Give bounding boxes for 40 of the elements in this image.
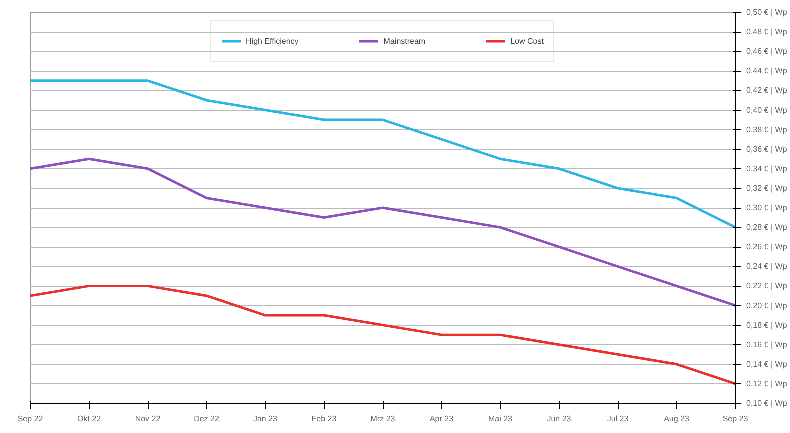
y-tick-label: 0,22 € | Wp: [746, 282, 788, 291]
y-tick-label: 0,36 € | Wp: [746, 144, 788, 154]
y-tick-label: 0,20 € | Wp: [746, 301, 788, 310]
y-tick-label: 0,34 € | Wp: [746, 164, 788, 174]
x-tick-label: Okt 22: [77, 414, 102, 424]
y-tick-label: 0,44 € | Wp: [746, 66, 788, 76]
y-tick-label: 0,48 € | Wp: [746, 28, 788, 37]
x-tick-label: Jan 23: [253, 414, 278, 424]
x-tick-label: Nov 22: [135, 414, 162, 424]
y-tick-label: 0,38 € | Wp: [746, 125, 788, 134]
legend-label: High Efficiency: [246, 36, 299, 46]
x-tick-label: Sep 22: [18, 414, 44, 424]
x-tick-label: Aug 23: [664, 414, 690, 424]
y-tick-label: 0,14 € | Wp: [746, 360, 788, 369]
y-tick-label: 0,18 € | Wp: [746, 320, 788, 330]
y-tick-label: 0,10 € | Wp: [746, 399, 788, 408]
x-tick-label: Dez 22: [194, 414, 220, 424]
y-tick-label: 0,24 € | Wp: [746, 262, 788, 272]
x-tick-label: Mai 23: [488, 414, 514, 424]
y-tick-label: 0,30 € | Wp: [746, 204, 788, 212]
y-tick-label: 0,28 € | Wp: [746, 223, 788, 232]
y-tick-label: 0,40 € | Wp: [746, 106, 788, 115]
x-tick-label: Feb 23: [312, 414, 338, 424]
x-tick-label: Jul 23: [607, 414, 630, 424]
y-tick-label: 0,50 € | Wp: [746, 8, 788, 17]
x-tick-label: Apr 23: [430, 414, 454, 424]
line-series: [30, 158, 736, 307]
y-tick-label: 0,16 € | Wp: [746, 340, 788, 350]
x-tick-label: Jun 23: [547, 414, 572, 424]
y-tick-label: 0,26 € | Wp: [746, 242, 788, 252]
y-tick-label: 0,46 € | Wp: [746, 47, 788, 56]
x-tick-label: Sep 23: [722, 414, 749, 424]
y-tick-label: 0,32 € | Wp: [746, 184, 788, 193]
line-series: [30, 80, 736, 229]
legend-label: Low Cost: [510, 36, 544, 46]
x-tick-label: Mrz 23: [370, 414, 396, 424]
y-tick-label: 0,12 € | Wp: [746, 379, 788, 388]
y-tick-label: 0,42 € | Wp: [746, 86, 788, 96]
line-series: [30, 284, 736, 386]
legend-label: Mainstream: [384, 36, 426, 46]
